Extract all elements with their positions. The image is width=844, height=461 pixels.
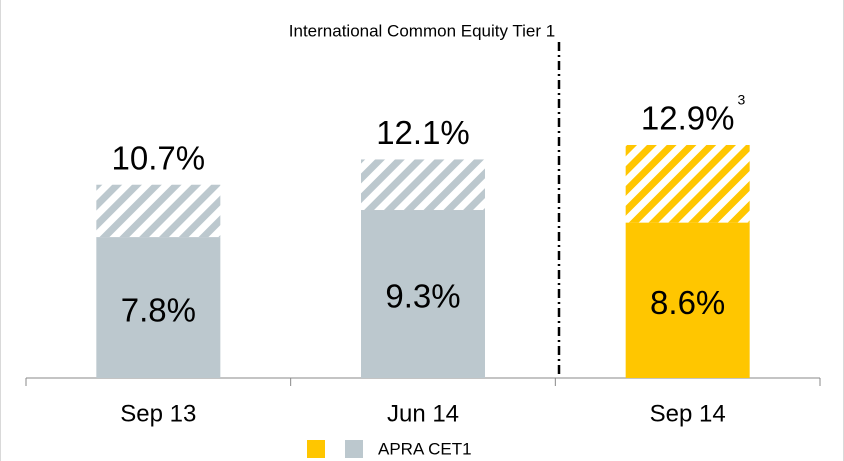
legend-label: APRA CET1	[378, 439, 472, 458]
bar-segment	[361, 210, 485, 378]
bar-segment-hatched	[96, 184, 221, 238]
value-label: 8.6%	[650, 284, 725, 321]
total-label: 10.7%	[112, 139, 206, 176]
value-label: 9.3%	[385, 278, 460, 315]
bar-segment-hatched	[361, 159, 485, 211]
total-label: 12.1%	[376, 114, 470, 151]
value-label: 7.8%	[121, 291, 196, 328]
total-label: 12.9%	[641, 100, 735, 137]
x-tick-label: Jun 14	[387, 400, 459, 427]
annotation: 3	[737, 92, 745, 108]
bar-segment-hatched	[625, 144, 750, 223]
x-tick-label: Sep 13	[120, 400, 196, 427]
legend-swatch	[307, 440, 325, 458]
chart-title: International Common Equity Tier 1	[289, 21, 555, 40]
bar-segment	[96, 237, 221, 378]
legend-swatch	[345, 440, 363, 458]
bar-segment	[625, 222, 750, 378]
x-tick-label: Sep 14	[650, 400, 726, 427]
